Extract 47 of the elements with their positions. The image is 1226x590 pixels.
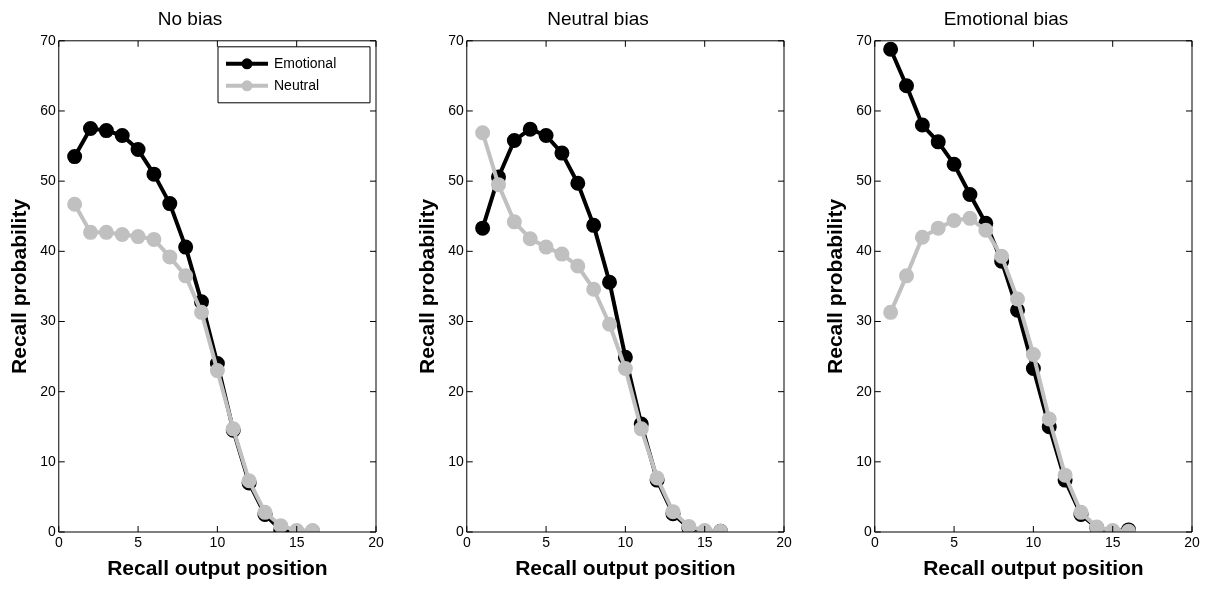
y-tick-label: 70 bbox=[448, 31, 464, 48]
x-tick-label: 10 bbox=[1025, 534, 1042, 551]
y-axis-title: Recall probability bbox=[7, 198, 31, 374]
y-tick-label: 0 bbox=[47, 522, 56, 539]
x-tick-label: 20 bbox=[776, 534, 792, 551]
y-tick-label: 50 bbox=[448, 172, 464, 188]
y-tick-label: 50 bbox=[40, 172, 56, 188]
x-tick-label: 15 bbox=[1104, 534, 1121, 551]
x-tick-label: 15 bbox=[696, 534, 713, 551]
y-tick-label: 40 bbox=[448, 242, 464, 259]
y-tick-label: 20 bbox=[856, 382, 872, 399]
x-tick-label: 20 bbox=[368, 534, 384, 551]
x-axis-title: Recall output position bbox=[515, 556, 736, 580]
x-tick-label: 10 bbox=[209, 534, 226, 551]
chart-title: Emotional bias bbox=[943, 7, 1069, 29]
legend-label: Emotional bbox=[274, 54, 337, 71]
x-tick-label: 15 bbox=[288, 534, 305, 551]
y-axis-title: Recall probability bbox=[415, 198, 439, 374]
chart-title: Neutral bias bbox=[547, 7, 649, 29]
y-tick-label: 0 bbox=[455, 522, 464, 539]
y-axis-title: Recall probability bbox=[823, 198, 847, 374]
legend-label: Neutral bbox=[274, 76, 320, 93]
y-tick-label: 70 bbox=[40, 31, 56, 48]
x-axis-title: Recall output position bbox=[923, 556, 1144, 580]
y-tick-label: 0 bbox=[863, 522, 872, 539]
x-tick-label: 5 bbox=[950, 534, 959, 551]
y-tick-label: 50 bbox=[856, 172, 872, 188]
y-tick-label: 20 bbox=[448, 382, 464, 399]
x-tick-label: 20 bbox=[1184, 534, 1200, 551]
y-tick-label: 60 bbox=[448, 101, 464, 118]
x-tick-label: 10 bbox=[617, 534, 634, 551]
y-tick-label: 20 bbox=[40, 382, 56, 399]
y-tick-label: 40 bbox=[40, 242, 56, 259]
x-tick-label: 5 bbox=[542, 534, 551, 551]
y-tick-label: 10 bbox=[448, 452, 464, 469]
x-axis-title: Recall output position bbox=[107, 556, 328, 580]
y-tick-label: 10 bbox=[856, 452, 872, 469]
y-tick-label: 60 bbox=[40, 101, 56, 118]
y-tick-label: 30 bbox=[856, 312, 872, 329]
y-tick-label: 60 bbox=[856, 101, 872, 118]
x-tick-label: 5 bbox=[134, 534, 143, 551]
chart-title: No bias bbox=[157, 7, 223, 29]
y-tick-label: 40 bbox=[856, 242, 872, 259]
y-tick-label: 30 bbox=[448, 312, 464, 329]
y-tick-label: 10 bbox=[40, 452, 56, 469]
y-tick-label: 30 bbox=[40, 312, 56, 329]
y-tick-label: 70 bbox=[856, 31, 872, 48]
